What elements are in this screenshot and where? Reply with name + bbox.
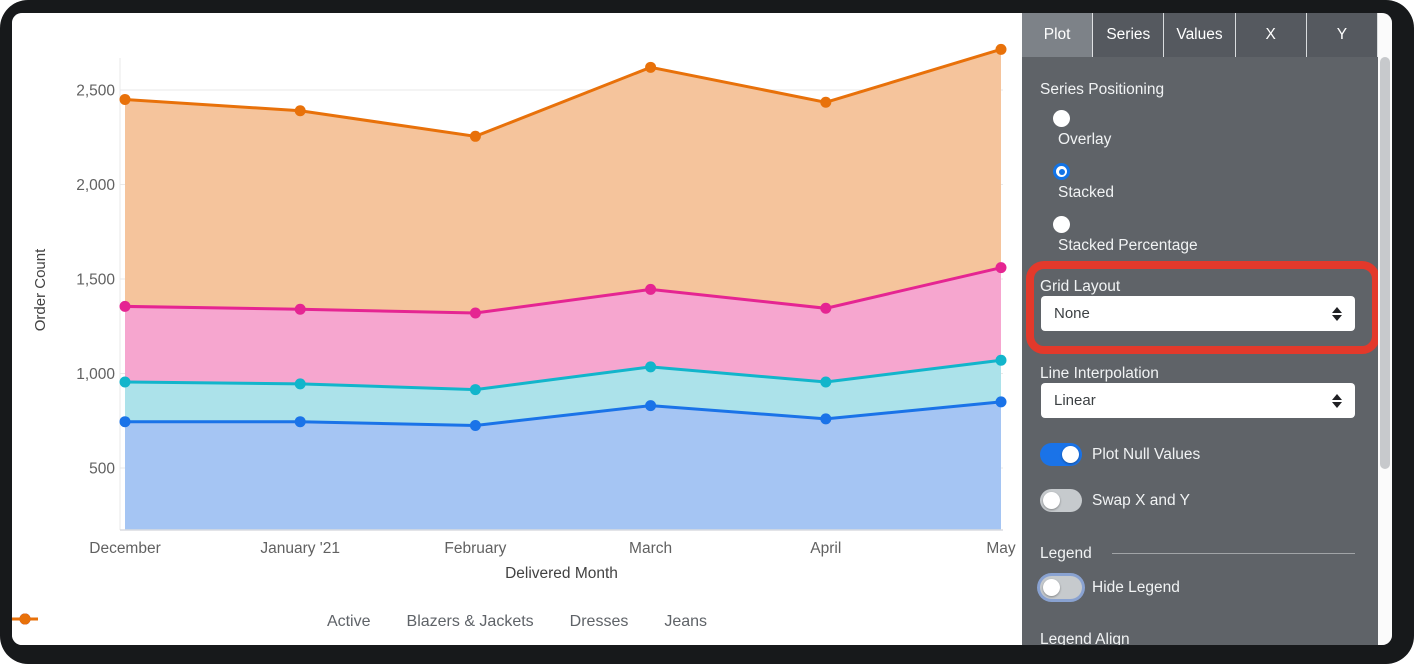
chart-area: 500 1,000 1,500 2,000 2,500 December January '… bbox=[12, 13, 1022, 645]
chart-legend: Active Blazers & Jackets Dresses Jeans bbox=[12, 613, 1022, 631]
line-interpolation-value: Linear bbox=[1054, 392, 1096, 409]
settings-panel: Plot Series Values X Y Series Positioning Ov… bbox=[1022, 13, 1392, 645]
legend-item[interactable]: Active bbox=[12, 613, 371, 631]
svg-text:December: December bbox=[89, 540, 161, 557]
window-content: 500 1,000 1,500 2,000 2,500 December January '… bbox=[12, 13, 1392, 645]
radio-circle[interactable] bbox=[1053, 110, 1070, 127]
svg-text:February: February bbox=[444, 540, 506, 557]
hide-legend-label: Hide Legend bbox=[1092, 578, 1180, 596]
grid-layout-select[interactable]: None bbox=[1041, 296, 1355, 331]
svg-text:May: May bbox=[986, 540, 1016, 557]
svg-text:January '21: January '21 bbox=[260, 540, 340, 557]
tab-x[interactable]: X bbox=[1236, 13, 1307, 57]
tab-series[interactable]: Series bbox=[1093, 13, 1165, 57]
toggle-knob bbox=[1043, 492, 1060, 509]
panel-scrollbar-thumb[interactable] bbox=[1380, 57, 1390, 469]
toggle-knob bbox=[1062, 446, 1079, 463]
stacked-area-chart: 500 1,000 1,500 2,000 2,500 December January '… bbox=[32, 43, 1016, 582]
grid-layout-label: Grid Layout bbox=[1040, 278, 1121, 295]
unfold-more-icon bbox=[1332, 393, 1342, 408]
legend-section-label: Legend bbox=[1040, 545, 1092, 562]
grid-layout-value: None bbox=[1054, 305, 1090, 322]
radio-label: Overlay bbox=[1058, 131, 1112, 148]
tab-values[interactable]: Values bbox=[1164, 13, 1236, 57]
plot-null-values-toggle[interactable] bbox=[1040, 443, 1082, 466]
svg-text:500: 500 bbox=[89, 461, 115, 478]
swap-x-and-y-label: Swap X and Y bbox=[1092, 491, 1190, 509]
legend-label: Jeans bbox=[664, 613, 708, 630]
legend-label: Blazers & Jackets bbox=[406, 613, 534, 630]
line-interpolation-select[interactable]: Linear bbox=[1041, 383, 1355, 418]
radio-stacked[interactable]: Stacked bbox=[1053, 163, 1353, 207]
legend-label: Dresses bbox=[569, 613, 629, 630]
svg-text:April: April bbox=[810, 540, 841, 557]
radio-label: Stacked bbox=[1058, 184, 1115, 201]
toggle-knob bbox=[1043, 579, 1060, 596]
legend-align-label: Legend Align bbox=[1040, 631, 1130, 645]
legend-label: Active bbox=[326, 613, 371, 630]
svg-text:1,500: 1,500 bbox=[76, 272, 115, 289]
radio-circle[interactable] bbox=[1053, 216, 1070, 233]
panel-scrollbar-track[interactable] bbox=[1378, 13, 1392, 645]
radio-circle[interactable] bbox=[1053, 163, 1070, 180]
panel-tabs: Plot Series Values X Y bbox=[1022, 13, 1379, 57]
svg-text:1,000: 1,000 bbox=[76, 366, 115, 383]
legend-marker-icon bbox=[12, 613, 38, 625]
radio-overlay[interactable]: Overlay bbox=[1053, 110, 1353, 154]
svg-text:Order Count: Order Count bbox=[32, 248, 49, 331]
plot-null-values-label: Plot Null Values bbox=[1092, 445, 1201, 463]
unfold-more-icon bbox=[1332, 306, 1342, 321]
legend-item[interactable]: Jeans bbox=[12, 613, 708, 631]
tab-plot[interactable]: Plot bbox=[1022, 13, 1094, 57]
series-positioning-label: Series Positioning bbox=[1040, 81, 1165, 98]
svg-text:2,000: 2,000 bbox=[76, 177, 115, 194]
svg-text:Delivered Month: Delivered Month bbox=[505, 565, 618, 582]
plot-null-values-row: Plot Null Values bbox=[1040, 443, 1200, 466]
swap-x-y-row: Swap X and Y bbox=[1040, 489, 1190, 512]
tab-y[interactable]: Y bbox=[1307, 13, 1379, 57]
radio-stacked-percentage[interactable]: Stacked Percentage bbox=[1053, 216, 1353, 260]
legend-item[interactable]: Blazers & Jackets bbox=[12, 613, 534, 631]
legend-item[interactable]: Dresses bbox=[12, 613, 629, 631]
svg-text:2,500: 2,500 bbox=[76, 83, 115, 100]
svg-text:March: March bbox=[629, 540, 672, 557]
swap-x-and-y-toggle[interactable] bbox=[1040, 489, 1082, 512]
radio-label: Stacked Percentage bbox=[1058, 237, 1198, 254]
line-interpolation-label: Line Interpolation bbox=[1040, 365, 1159, 382]
section-divider bbox=[1112, 553, 1355, 554]
hide-legend-row: Hide Legend bbox=[1040, 576, 1180, 599]
hide-legend-toggle[interactable] bbox=[1040, 576, 1082, 599]
